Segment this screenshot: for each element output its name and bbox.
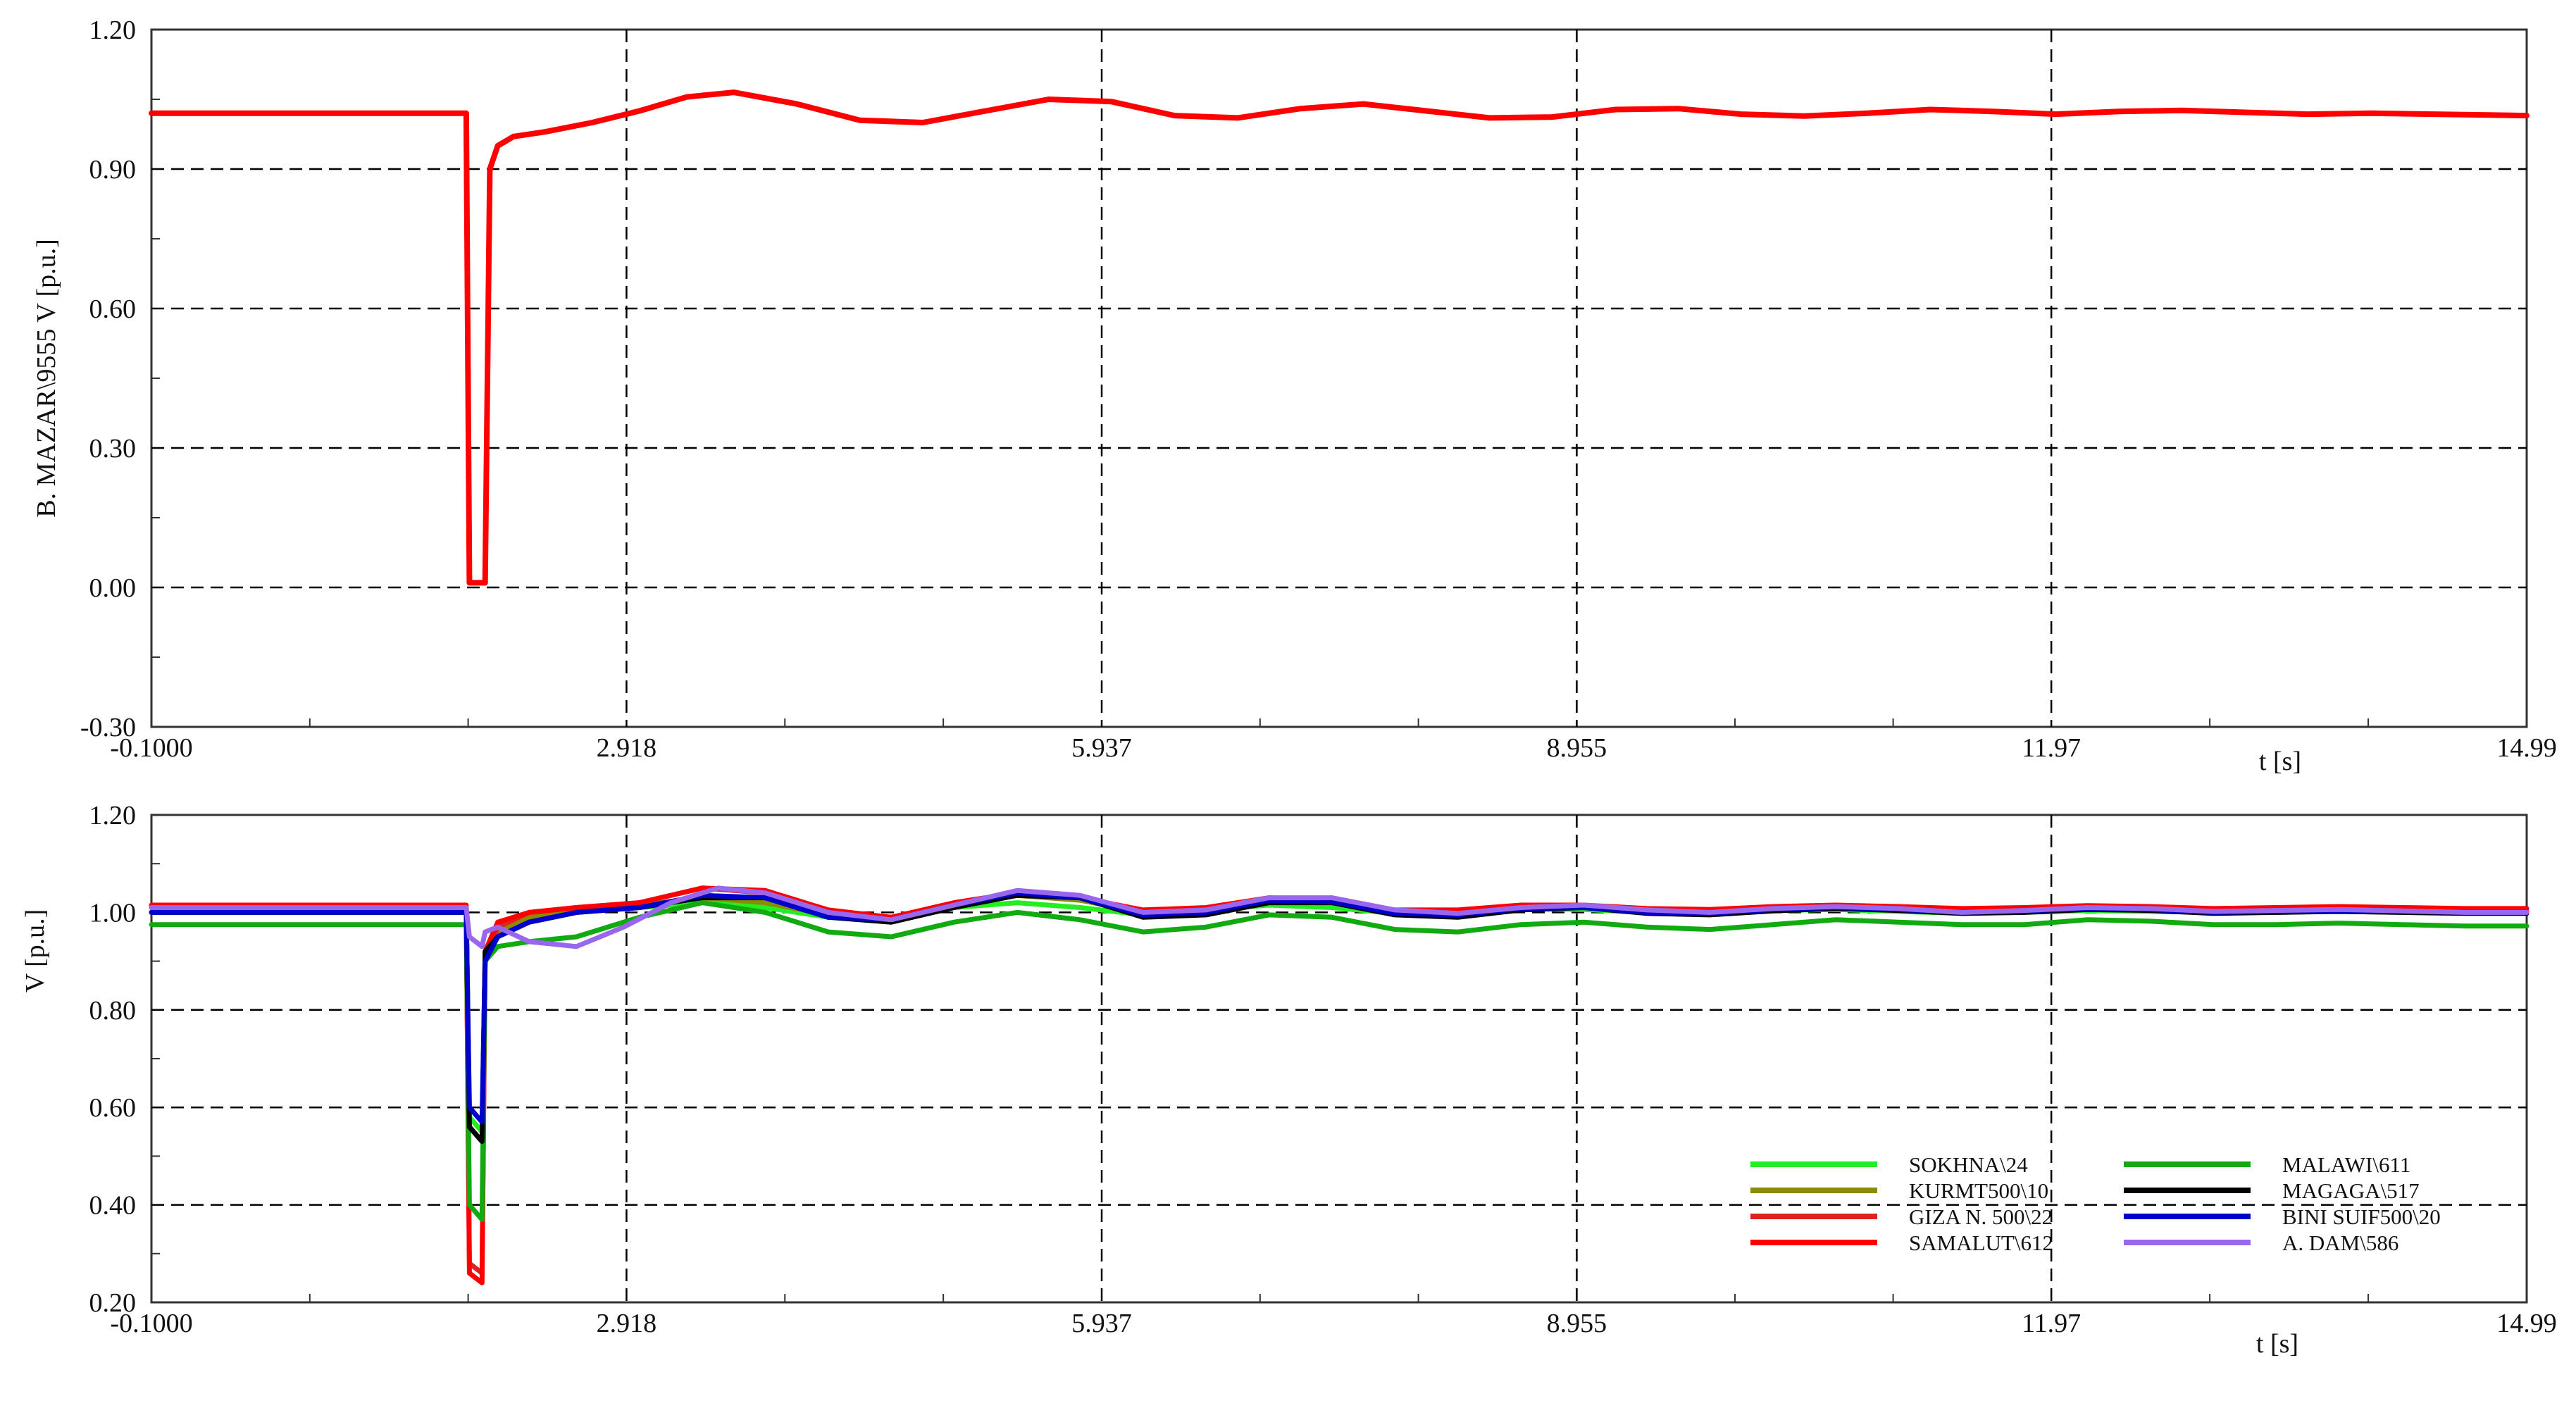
top-chart-panel: -0.1000 2.918 5.937 8.955 11.97 14.99 -0.30 0.0…	[32, 15, 2557, 776]
bottom-x-tick-label: 14.99	[2496, 1309, 2557, 1338]
top-x-axis-label: t [s]	[2259, 747, 2301, 776]
bottom-y-tick-label: 0.40	[89, 1191, 137, 1221]
bottom-ticks: -0.1000 2.918 5.937 8.955 11.97 14.99 0.20 0.40…	[89, 801, 2557, 1338]
top-y-tick-label: 0.60	[89, 294, 137, 324]
legend-label: MAGAGA\517	[2282, 1178, 2420, 1203]
top-x-tick-label: 11.97	[2022, 733, 2081, 763]
legend-label: SOKHNA\24	[1909, 1152, 2028, 1177]
legend-label: A. DAM\586	[2282, 1231, 2398, 1255]
bottom-y-axis-label: V [p.u.]	[20, 909, 50, 993]
bottom-y-tick-label: 1.00	[89, 898, 137, 928]
legend-label: GIZA N. 500\22	[1909, 1204, 2053, 1229]
top-series-line-0	[149, 89, 2530, 586]
bottom-series-line-4	[149, 900, 2530, 1222]
top-series	[149, 89, 2530, 586]
top-grid	[151, 30, 2527, 727]
top-x-tick-label: -0.1000	[110, 733, 192, 763]
top-x-tick-label: 14.99	[2496, 733, 2557, 763]
top-ticks: -0.1000 2.918 5.937 8.955 11.97 14.99 -0.30 0.0…	[80, 15, 2557, 763]
top-y-tick-label: 0.90	[89, 155, 137, 185]
bottom-y-tick-label: 0.60	[89, 1093, 137, 1123]
bottom-series-line-7	[149, 885, 2530, 949]
top-y-axis-label: B. MAZAR\9555 V [p.u.]	[32, 239, 61, 518]
bottom-y-tick-label: 0.80	[89, 996, 137, 1026]
bottom-x-tick-label: 11.97	[2022, 1309, 2081, 1338]
top-y-tick-label: 1.20	[89, 15, 137, 45]
top-x-tick-label: 5.937	[1071, 733, 1132, 763]
bottom-x-axis-label: t [s]	[2256, 1329, 2298, 1359]
legend-label: MALAWI\611	[2282, 1152, 2410, 1177]
top-y-tick-label: 0.30	[89, 434, 137, 463]
bottom-plot-area	[150, 814, 2528, 1304]
bottom-x-tick-label: 5.937	[1071, 1309, 1132, 1338]
bottom-y-tick-label: 1.20	[89, 801, 137, 830]
bottom-series	[149, 885, 2530, 1285]
bottom-x-tick-label: -0.1000	[110, 1309, 192, 1338]
legend-label: BINI SUIF500\20	[2282, 1204, 2441, 1229]
legend-label: SAMALUT\612	[1909, 1231, 2053, 1255]
top-y-tick-label: 0.00	[89, 573, 137, 603]
top-x-tick-label: 8.955	[1547, 733, 1607, 763]
bottom-x-tick-label: 2.918	[597, 1309, 657, 1338]
top-x-tick-label: 2.918	[597, 733, 657, 763]
bottom-x-tick-label: 8.955	[1547, 1309, 1607, 1338]
bottom-y-tick-label: 0.20	[89, 1288, 137, 1318]
bottom-chart-panel: -0.1000 2.918 5.937 8.955 11.97 14.99 0.20 0.40…	[20, 801, 2557, 1359]
top-y-tick-label: -0.30	[80, 713, 136, 742]
legend-label: KURMT500\10	[1909, 1178, 2048, 1203]
top-plot-area	[150, 28, 2528, 728]
